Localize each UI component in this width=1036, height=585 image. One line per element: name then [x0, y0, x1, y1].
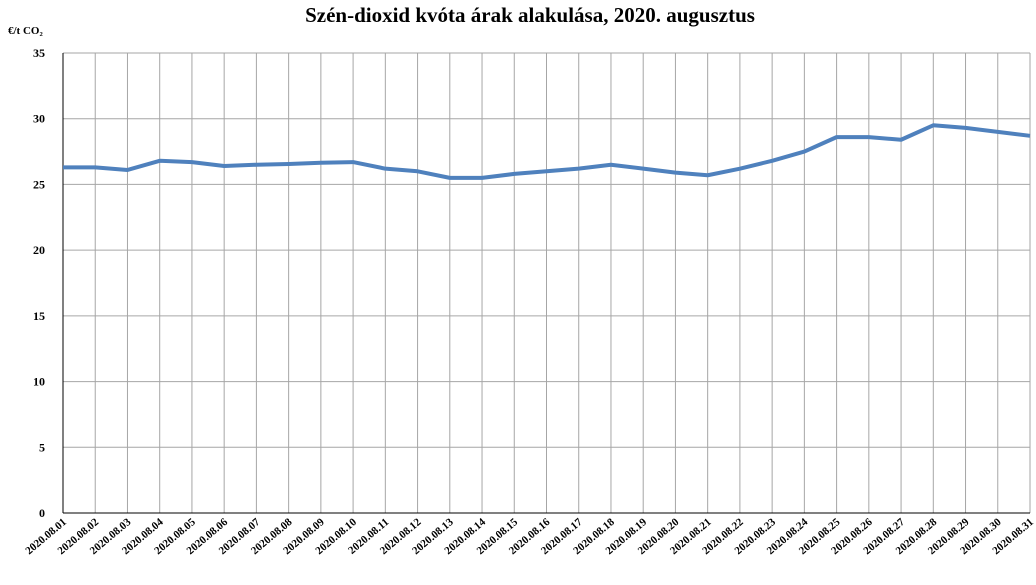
y-tick-label: 10 [33, 375, 45, 389]
y-tick-label: 35 [33, 46, 45, 60]
y-tick-label: 0 [39, 506, 45, 520]
chart-title: Szén-dioxid kvóta árak alakulása, 2020. … [305, 3, 755, 27]
y-tick-label: 25 [33, 177, 45, 191]
y-tick-label: 30 [33, 112, 45, 126]
y-axis-label: €/t CO₂ [8, 25, 43, 37]
y-tick-label: 20 [33, 243, 45, 257]
y-tick-label: 5 [39, 440, 45, 454]
y-tick-label: 15 [33, 309, 45, 323]
line-series [63, 123, 1031, 180]
